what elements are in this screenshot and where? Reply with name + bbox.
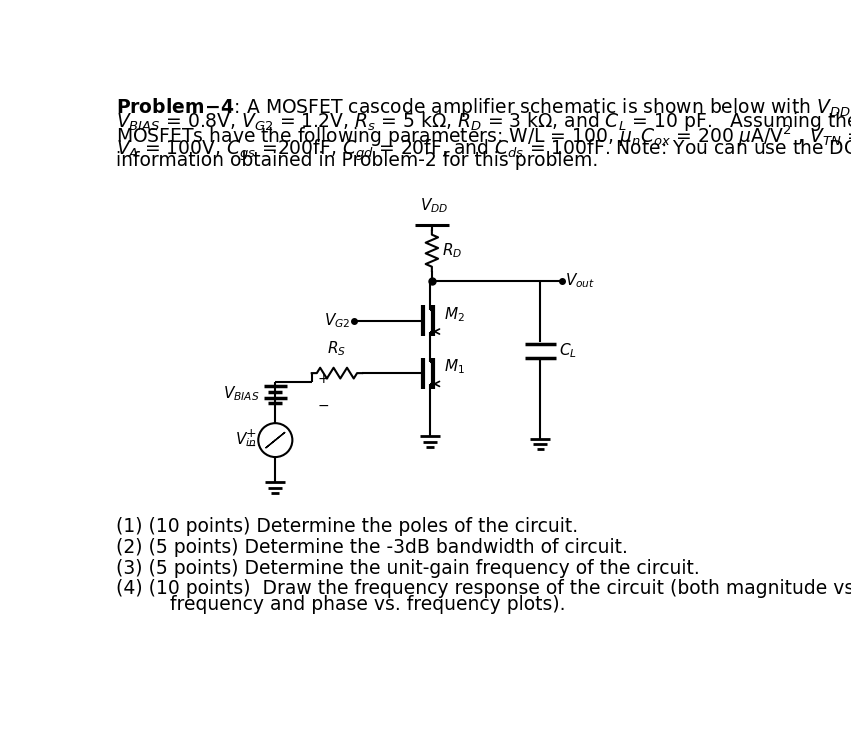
Text: −: − — [318, 399, 329, 412]
Text: $V_{in}$: $V_{in}$ — [235, 431, 256, 450]
Text: $\mathbf{Problem\!-\!4}$: A MOSFET cascode amplifier schematic is shown below wi: $\mathbf{Problem\!-\!4}$: A MOSFET casco… — [116, 96, 851, 119]
Text: $M_1$: $M_1$ — [444, 358, 465, 376]
Text: $V_A$ = 100V, $C_{gs}$ =200fF, $C_{gd}$ = 20fF, and $C_{ds}$ = 100fF. Note: You : $V_A$ = 100V, $C_{gs}$ =200fF, $C_{gd}$ … — [116, 138, 851, 163]
Text: +: + — [245, 427, 256, 440]
Text: $V_{out}$: $V_{out}$ — [565, 272, 596, 290]
Text: −: − — [245, 440, 256, 453]
Text: frequency and phase vs. frequency plots).: frequency and phase vs. frequency plots)… — [128, 595, 566, 614]
Text: (2) (5 points) Determine the -3dB bandwidth of circuit.: (2) (5 points) Determine the -3dB bandwi… — [116, 538, 627, 557]
Text: MOSFETs have the following parameters: W/L = 100, $\mu_n C_{ox}$ = 200 $\mu$A/V$: MOSFETs have the following parameters: W… — [116, 123, 851, 149]
Text: $R_D$: $R_D$ — [442, 242, 462, 260]
Text: (3) (5 points) Determine the unit-gain frequency of the circuit.: (3) (5 points) Determine the unit-gain f… — [116, 559, 700, 577]
Text: $V_{BIAS}$: $V_{BIAS}$ — [223, 384, 260, 403]
Text: $V_{G2}$: $V_{G2}$ — [324, 311, 351, 330]
Text: $V_{DD}$: $V_{DD}$ — [420, 197, 448, 215]
Text: $R_S$: $R_S$ — [328, 339, 346, 358]
Text: +: + — [318, 372, 329, 385]
Text: $M_2$: $M_2$ — [444, 305, 465, 324]
Text: $V_{BIAS}$ = 0.8V, $V_{G2}$ = 1.2V, $R_s$ = 5 k$\Omega$, $R_D$ = 3 k$\Omega$, an: $V_{BIAS}$ = 0.8V, $V_{G2}$ = 1.2V, $R_s… — [116, 110, 851, 133]
Text: (4) (10 points)  Draw the frequency response of the circuit (both magnitude vs.: (4) (10 points) Draw the frequency respo… — [116, 580, 851, 598]
Text: (1) (10 points) Determine the poles of the circuit.: (1) (10 points) Determine the poles of t… — [116, 517, 578, 536]
Text: $C_L$: $C_L$ — [559, 341, 577, 360]
Text: information obtained in Problem-2 for this problem.: information obtained in Problem-2 for th… — [116, 151, 598, 171]
